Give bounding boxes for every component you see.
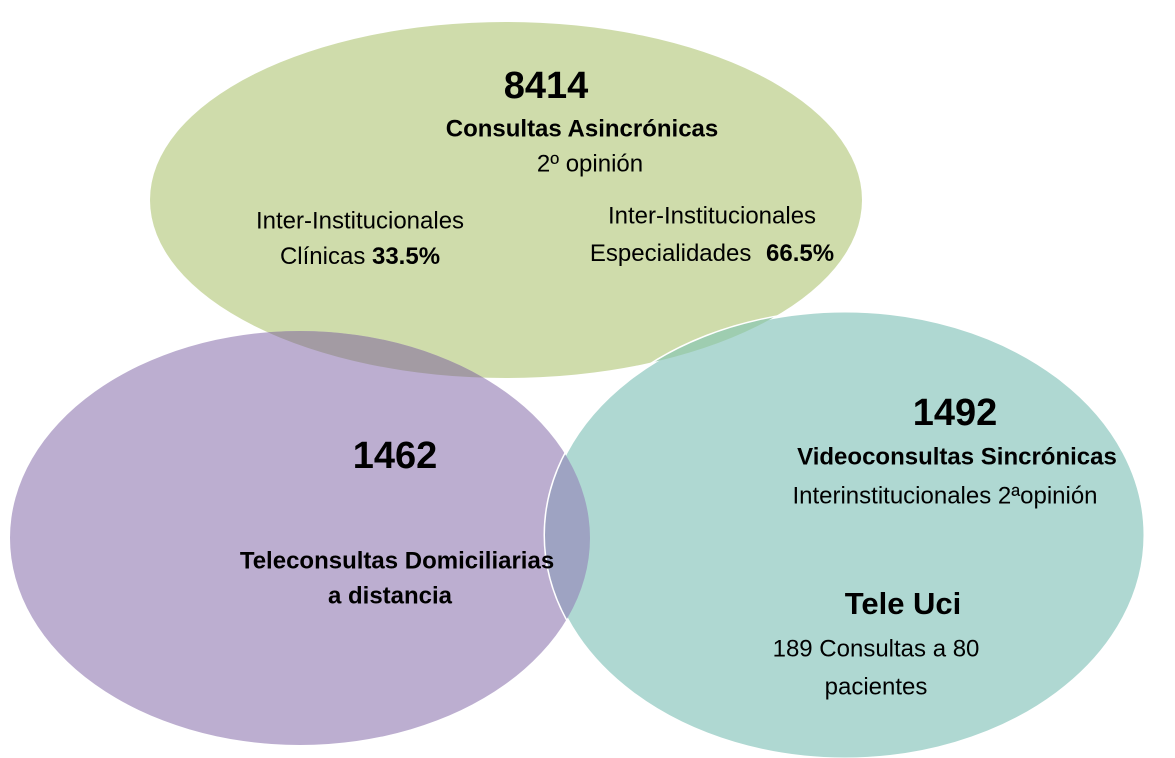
right-detail-2: pacientes (825, 673, 928, 700)
top-number: 8414 (504, 65, 589, 107)
right-detail-1: 189 Consultas a 80 (773, 635, 980, 662)
top-subtitle: 2º opinión (537, 150, 643, 177)
top-right-line1: Inter-Institucionales (608, 202, 816, 229)
top-left-percent: 33.5% (372, 243, 440, 270)
top-left-label: Clínicas (280, 243, 365, 270)
top-left-line1: Inter-Institucionales (256, 207, 464, 234)
top-ellipse (150, 22, 862, 378)
top-right-line2: Especialidades 66.5% (590, 240, 834, 267)
left-title-2: a distancia (328, 582, 453, 609)
right-title: Videoconsultas Sincrónicas (797, 443, 1117, 470)
top-title: Consultas Asincrónicas (446, 115, 719, 142)
top-left-line2: Clínicas 33.5% (280, 243, 440, 270)
right-subtitle: Interinstitucionales 2ªopinión (792, 482, 1097, 509)
right-number: 1492 (913, 392, 998, 434)
left-ellipse (10, 331, 590, 745)
right-section: Tele Uci (845, 586, 962, 621)
top-right-label: Especialidades (590, 240, 751, 267)
top-right-percent: 66.5% (766, 240, 834, 267)
left-number: 1462 (353, 435, 438, 477)
left-title-1: Teleconsultas Domiciliarias (240, 547, 554, 574)
